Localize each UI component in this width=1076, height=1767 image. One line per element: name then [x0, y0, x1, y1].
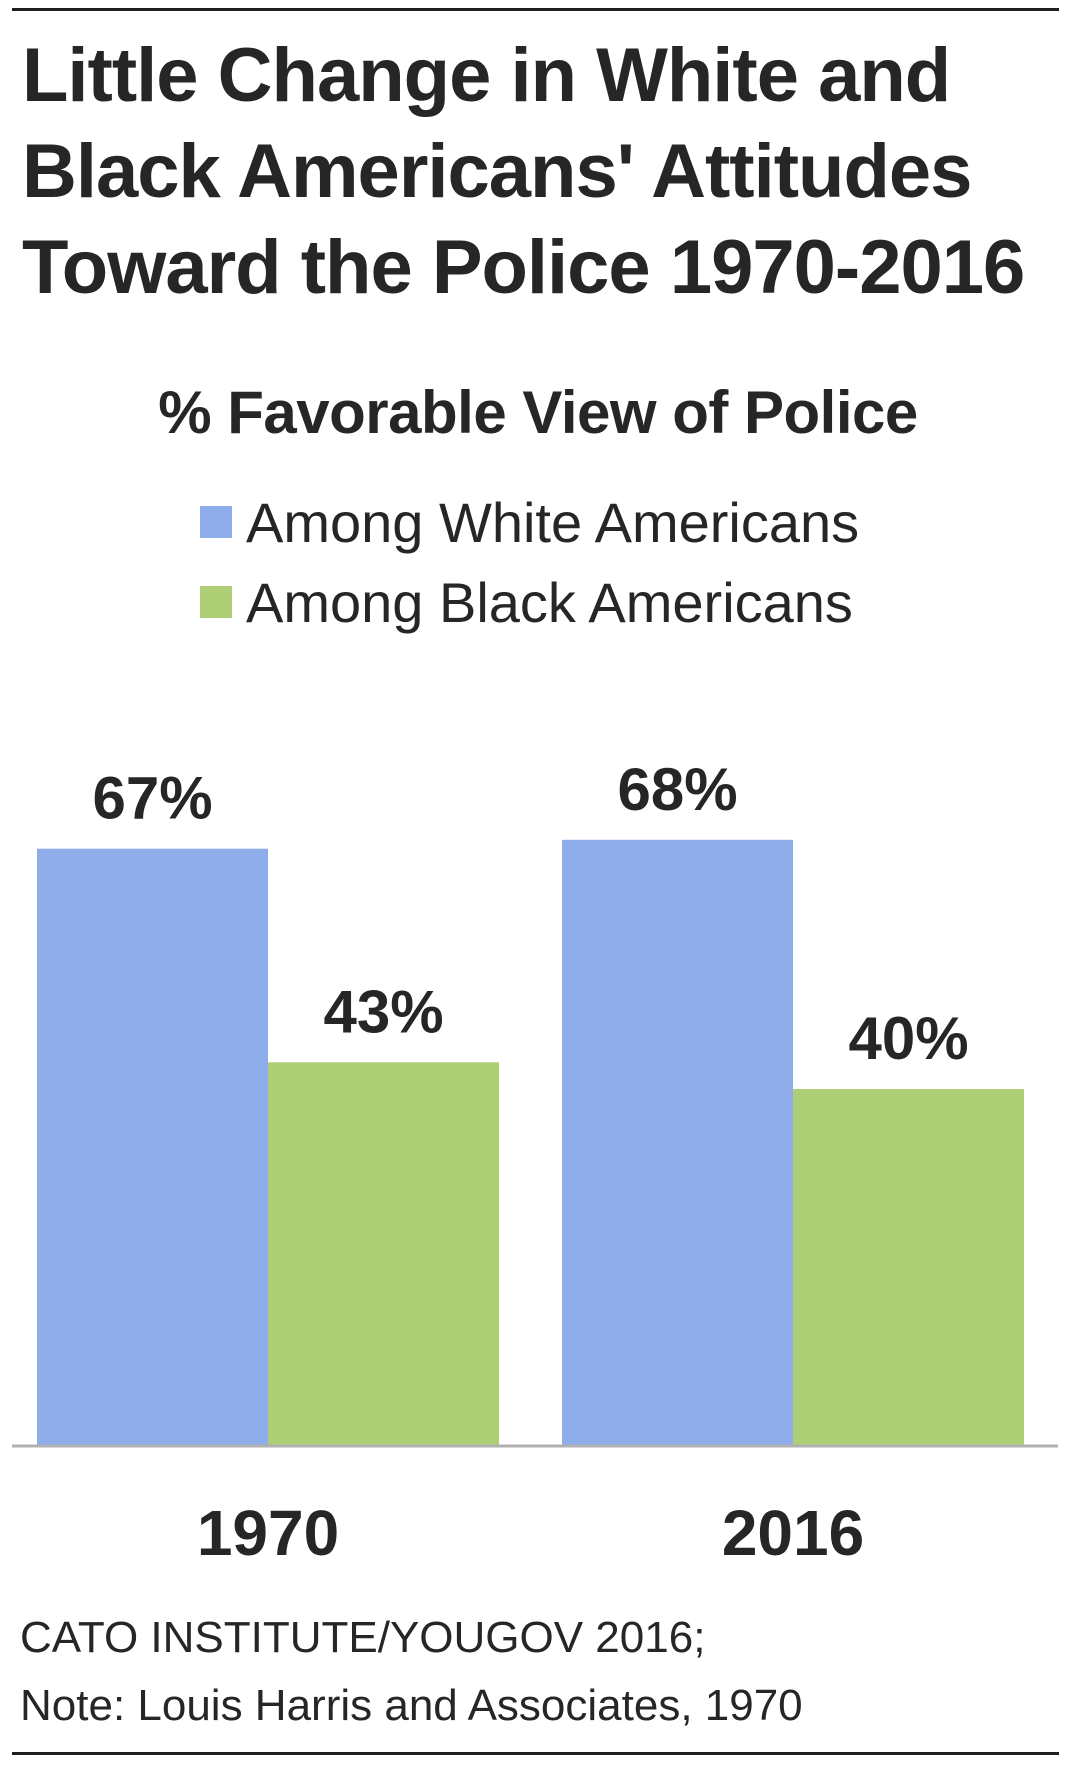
title-line-2: Black Americans' Attitudes — [22, 129, 972, 214]
source-line-1: CATO INSTITUTE/YOUGOV 2016; — [20, 1613, 706, 1662]
data-label-1970-black-americans: 43% — [323, 978, 443, 1045]
legend-swatch-white — [200, 506, 232, 538]
legend-item-black: Among Black Americans — [200, 562, 859, 642]
source-note: CATO INSTITUTE/YOUGOV 2016; Note: Louis … — [20, 1604, 803, 1740]
data-label-2016-black-americans: 40% — [848, 1005, 968, 1072]
category-label-1970: 1970 — [197, 1497, 339, 1569]
chart-title: Little Change in White and Black America… — [22, 28, 1062, 316]
title-line-3: Toward the Police 1970-2016 — [22, 225, 1025, 310]
data-label-2016-white-americans: 68% — [617, 756, 737, 823]
chart-subtitle: % Favorable View of Police — [158, 379, 918, 446]
bar-2016-white-americans — [562, 839, 793, 1445]
legend: Among White Americans Among Black Americ… — [200, 482, 859, 642]
legend-label-black: Among Black Americans — [246, 570, 853, 634]
source-line-2: Note: Louis Harris and Associates, 1970 — [20, 1681, 803, 1730]
bar-1970-black-americans — [268, 1062, 499, 1445]
top-rule — [12, 8, 1059, 11]
legend-item-white: Among White Americans — [200, 482, 859, 562]
bar-2016-black-americans — [793, 1089, 1024, 1445]
bottom-rule — [12, 1752, 1059, 1755]
category-label-2016: 2016 — [722, 1497, 864, 1569]
bar-1970-white-americans — [37, 848, 268, 1445]
data-label-1970-white-americans: 67% — [92, 765, 212, 832]
title-line-1: Little Change in White and — [22, 33, 951, 118]
legend-swatch-black — [200, 586, 232, 618]
bar-chart: 67% 43% 1970 68% 40% 2016 — [12, 756, 1058, 1569]
legend-label-white: Among White Americans — [246, 490, 860, 554]
